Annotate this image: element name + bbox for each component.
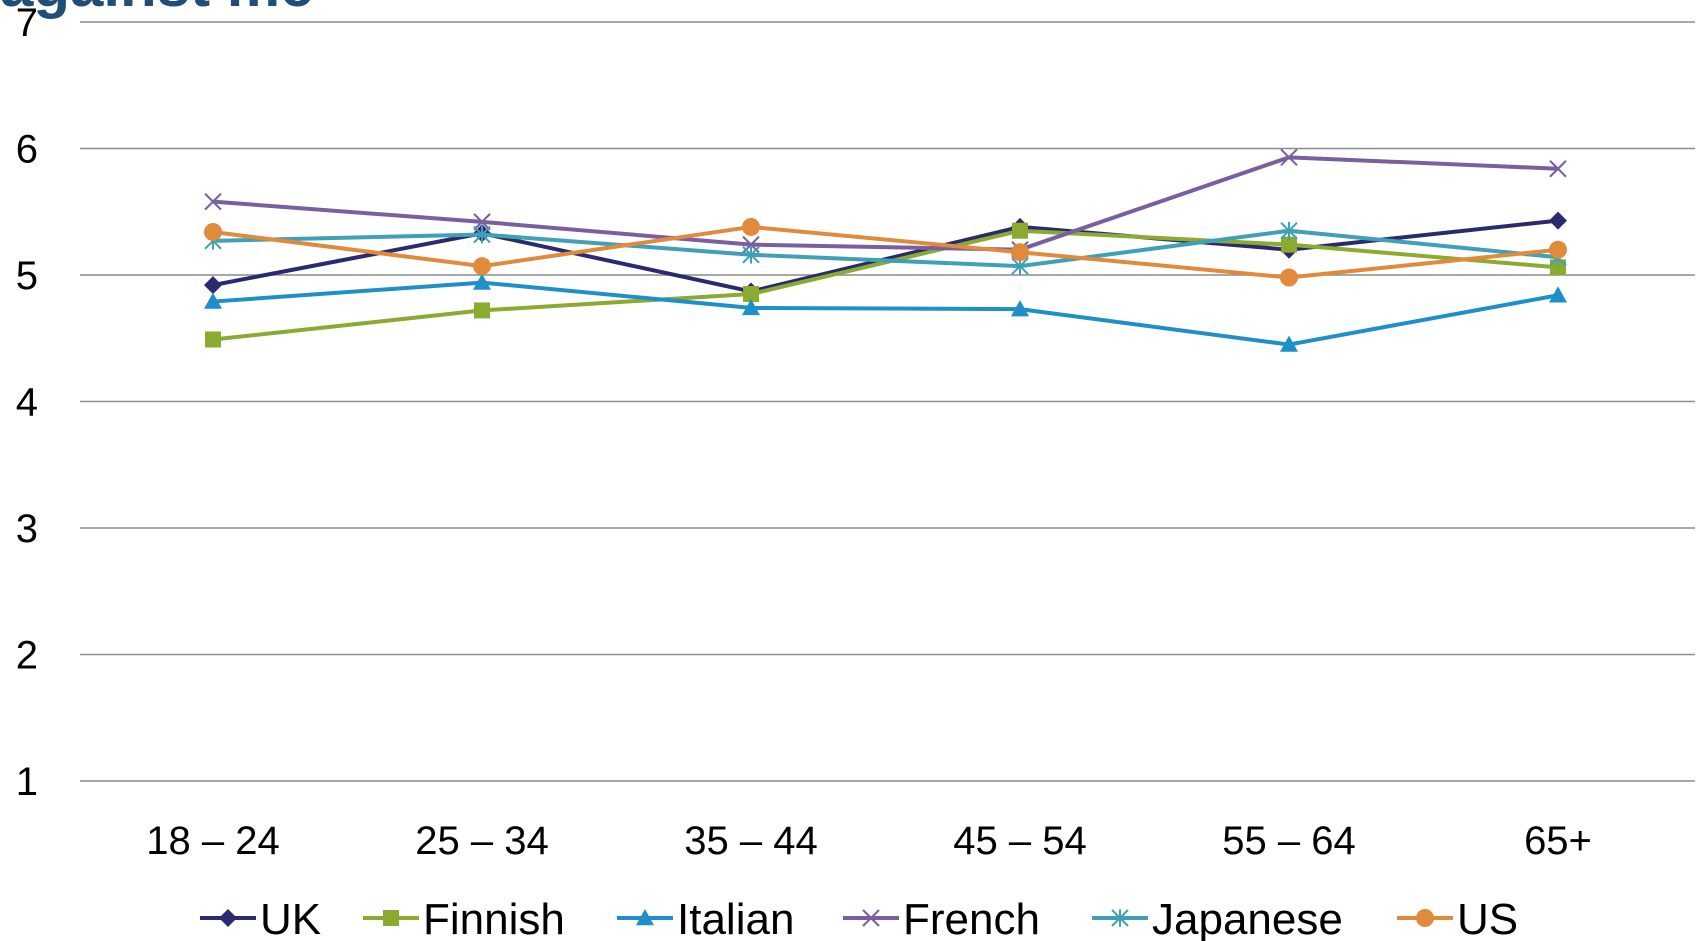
y-tick-label: 7 [16,1,38,45]
series-lines [204,148,1567,352]
data-point-french [473,213,491,231]
legend-item-us: US [1397,895,1518,941]
data-point-us [1280,268,1298,287]
legend-marker-japanese [1111,909,1129,927]
legend-label: Italian [677,895,794,941]
x-tick-label: 35 – 44 [684,819,817,863]
x-tick-label: 25 – 34 [415,819,548,863]
data-point-finnish [474,302,490,319]
x-tick-label: 65+ [1524,819,1592,863]
series-line-italian [212,280,1559,347]
data-point-us [204,222,222,241]
legend-label: Japanese [1152,895,1343,941]
data-point-italian [742,298,760,316]
data-point-french [1549,160,1567,178]
legend-label: French [903,895,1040,941]
data-point-japanese [1280,221,1298,240]
data-point-italian [1280,335,1298,352]
data-point-finnish [205,331,221,348]
data-point-finnish [1550,259,1566,276]
legend-marker-us [1416,909,1434,927]
y-tick-label: 2 [16,634,38,678]
gridlines [80,21,1695,782]
series-line-japanese [212,228,1559,269]
data-point-italian [204,292,222,309]
legend-item-japanese: Japanese [1092,895,1343,941]
data-point-us [742,217,760,236]
series-line-us [212,224,1559,280]
legend: UK Finnish Italian French Japanese US [200,895,1518,941]
legend-marker-french [862,909,880,927]
data-point-italian [1549,286,1567,303]
legend-label: Finnish [423,895,565,941]
y-axis-ticks: 1 2 3 4 5 6 7 [16,1,38,804]
data-point-uk [204,276,222,295]
data-point-japanese [473,225,491,244]
x-tick-label: 55 – 64 [1222,819,1355,863]
legend-item-uk: UK [200,895,321,941]
y-tick-label: 1 [16,760,38,804]
data-point-finnish [743,285,759,302]
series-line-french [212,155,1559,252]
data-point-french [204,192,222,211]
legend-marker-italian [636,909,654,926]
data-point-italian [473,273,491,290]
y-tick-label: 5 [16,254,38,298]
y-tick-label: 3 [16,507,38,551]
legend-label: UK [260,895,321,941]
x-tick-label: 45 – 54 [953,819,1086,863]
legend-item-finnish: Finnish [363,895,565,941]
chart-title: against me [0,0,313,16]
data-point-us [473,257,491,276]
data-point-french [1280,148,1298,167]
data-point-italian [1011,300,1029,317]
series-italian [204,273,1567,352]
legend-item-italian: Italian [617,895,794,941]
series-us [204,217,1567,287]
data-point-us [1011,243,1029,262]
data-point-uk [1549,211,1567,230]
legend-label: US [1457,895,1518,941]
data-point-japanese [742,245,760,264]
data-point-finnish [1281,236,1297,253]
x-axis-ticks: 18 – 24 25 – 34 35 – 44 45 – 54 55 – 64 65+ [146,819,1592,863]
x-tick-label: 18 – 24 [146,819,279,863]
legend-item-french: French [843,895,1040,941]
legend-marker-uk [219,909,237,927]
data-point-us [1549,240,1567,259]
y-tick-label: 4 [16,381,38,425]
data-point-finnish [1012,222,1028,239]
y-tick-label: 6 [16,128,38,172]
legend-marker-finnish [383,910,399,926]
